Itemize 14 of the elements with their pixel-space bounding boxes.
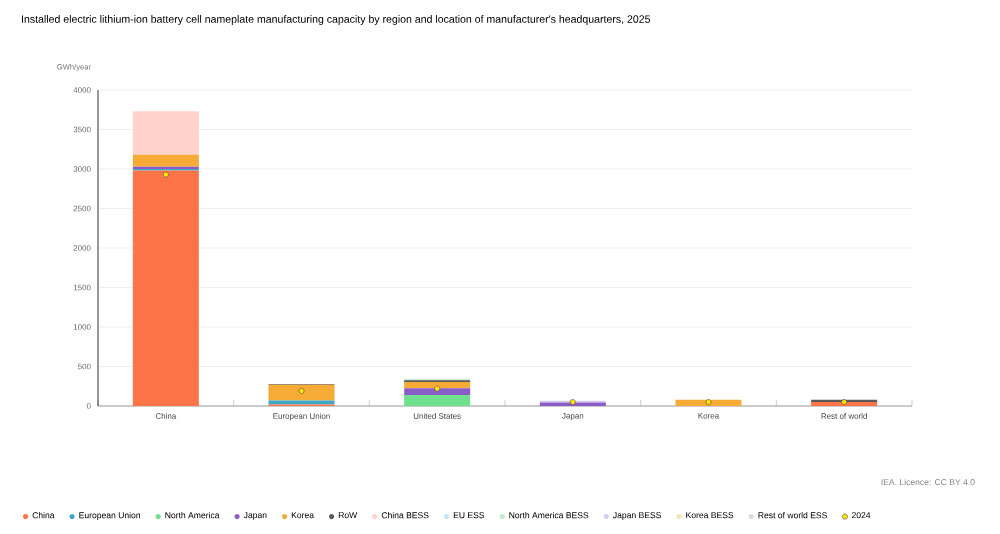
point bbox=[162, 171, 169, 178]
bar bbox=[268, 384, 335, 401]
bar bbox=[404, 381, 471, 389]
bar bbox=[132, 170, 199, 406]
point bbox=[841, 399, 848, 405]
bar bbox=[675, 399, 742, 406]
point bbox=[434, 385, 441, 392]
bar bbox=[132, 154, 199, 167]
bar bbox=[132, 111, 199, 155]
point bbox=[705, 399, 712, 405]
point bbox=[298, 388, 305, 394]
point bbox=[569, 399, 576, 405]
bar bbox=[404, 394, 471, 406]
bar bbox=[404, 388, 471, 395]
